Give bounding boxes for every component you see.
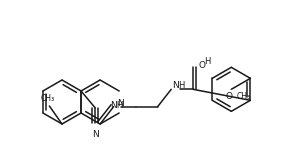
Text: N: N (172, 81, 179, 90)
Text: N: N (92, 130, 98, 139)
Text: N: N (117, 99, 123, 108)
Text: O: O (198, 61, 205, 70)
Text: CH₃: CH₃ (236, 92, 251, 101)
Text: CH₃: CH₃ (40, 94, 54, 104)
Text: H: H (178, 81, 185, 90)
Text: NH: NH (110, 100, 124, 109)
Text: H: H (204, 57, 211, 66)
Text: O: O (226, 92, 233, 101)
